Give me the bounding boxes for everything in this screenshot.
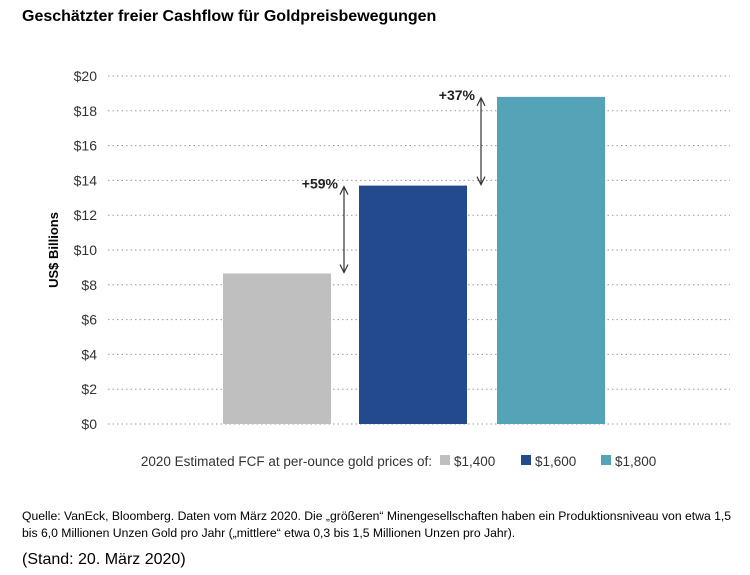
change-label: +59%: [302, 176, 339, 192]
y-tick-label: $16: [74, 138, 98, 154]
y-tick-label: $2: [81, 381, 97, 397]
chart-title: Geschätzter freier Cashflow für Goldprei…: [22, 8, 437, 25]
change-arrow: +59%: [302, 176, 349, 274]
y-tick-label: $20: [74, 68, 98, 84]
legend-item: $1,600: [521, 454, 576, 469]
legend-swatch: [440, 455, 450, 465]
legend-label: $1,400: [454, 454, 495, 469]
stand-date: (Stand: 20. März 2020): [22, 551, 186, 568]
bar: [497, 96, 605, 424]
bar: [223, 273, 331, 424]
legend-item: $1,400: [440, 454, 495, 469]
y-tick-label: $6: [81, 312, 97, 328]
y-axis-label: US$ Billions: [46, 212, 61, 288]
change-label: +37%: [439, 87, 476, 103]
legend-item: $1,800: [601, 454, 656, 469]
y-tick-label: $10: [74, 242, 98, 258]
legend-swatch: [521, 455, 531, 465]
change-arrows: +59% +37%: [302, 87, 486, 274]
y-tick-label: $0: [81, 416, 97, 432]
legend-label: $1,800: [615, 454, 656, 469]
legend-title: 2020 Estimated FCF at per-ounce gold pri…: [141, 454, 432, 469]
bars: [223, 96, 605, 424]
legend-swatch: [601, 455, 611, 465]
y-tick-label: $14: [74, 172, 98, 188]
y-tick-label: $8: [81, 277, 97, 293]
y-tick-label: $4: [81, 346, 97, 362]
change-arrow: +37%: [439, 87, 486, 186]
legend: 2020 Estimated FCF at per-ounce gold pri…: [141, 454, 656, 469]
bar-chart: $0 $2 $4 $6 $8 $10 $12 $14 $16 $18 $20 +59% +37% US…: [46, 68, 730, 469]
legend-label: $1,600: [535, 454, 576, 469]
source-note: Quelle: VanEck, Bloomberg. Daten vom Mär…: [22, 509, 732, 540]
y-tick-label: $12: [74, 207, 98, 223]
bar: [359, 185, 467, 424]
y-tick-label: $18: [74, 103, 98, 119]
y-tick-labels: $0 $2 $4 $6 $8 $10 $12 $14 $16 $18 $20: [74, 68, 98, 432]
